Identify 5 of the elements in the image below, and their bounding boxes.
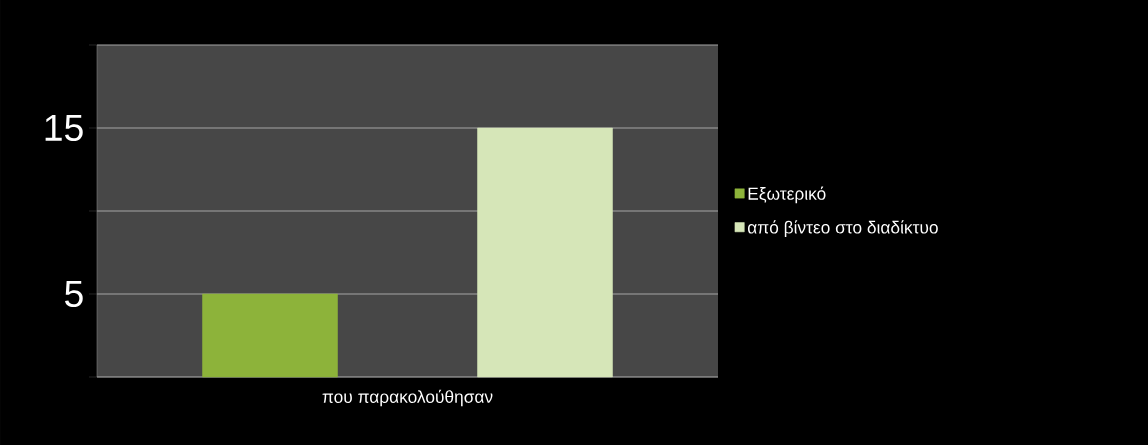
legend-label: από βίντεο στο διαδίκτυο [747,220,938,237]
legend-label: Εξωτερικό [748,186,826,204]
y-tick-label: 15 [45,114,83,142]
x-tick-label: που παρακολούθησαν [322,389,493,407]
y-tick-label: 5 [65,280,83,307]
